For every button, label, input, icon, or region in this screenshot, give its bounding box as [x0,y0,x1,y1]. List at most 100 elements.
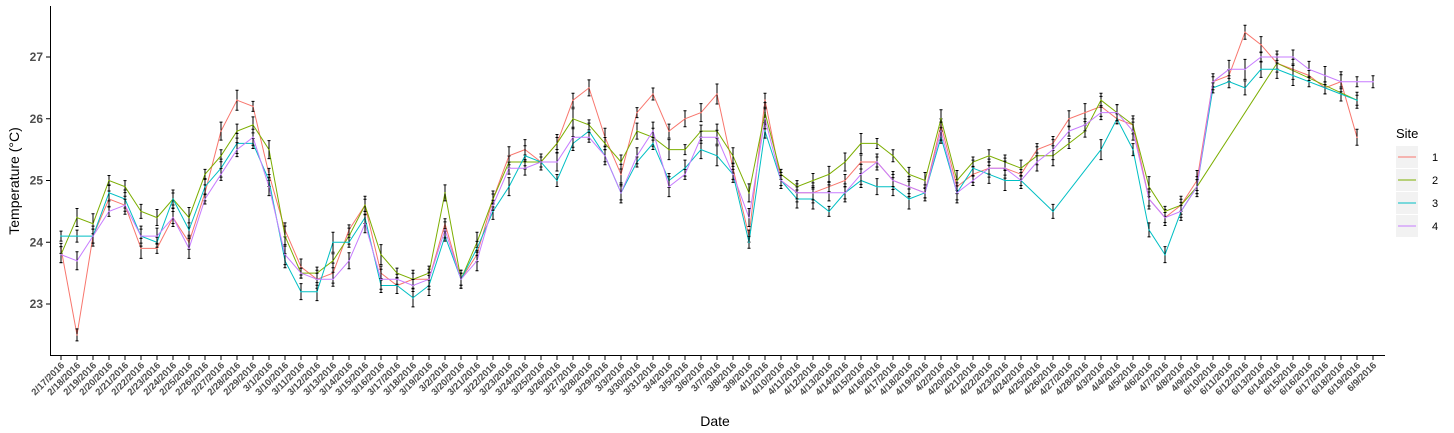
data-point [428,278,430,281]
plot-area [59,24,1375,342]
data-point [764,117,766,120]
data-point [1260,68,1262,71]
data-point [1164,216,1166,219]
data-point [876,142,878,145]
series-4 [59,49,1375,292]
data-point [188,229,190,231]
data-point [828,173,830,176]
data-point [812,192,814,194]
data-point [1356,99,1358,102]
data-point [1164,210,1166,213]
data-point [1148,185,1150,188]
data-point [1260,56,1262,58]
data-point [1244,87,1246,89]
data-point [892,155,894,157]
data-point [284,235,286,237]
series-line-2 [60,62,1358,282]
data-point [572,117,574,120]
data-point [332,241,334,244]
data-point [844,161,846,163]
data-point [604,155,606,157]
data-point [1324,87,1326,89]
data-point [108,179,110,182]
legend-key-2: 2 [1396,169,1438,191]
legend-key-3: 3 [1396,192,1438,214]
data-point [76,334,78,336]
data-point [60,253,62,256]
data-point [460,278,462,281]
data-point [876,185,878,188]
data-point [716,155,718,157]
legend-key-1: 1 [1396,146,1438,168]
data-point [652,142,654,145]
data-point [524,155,526,157]
legend-label: 1 [1432,152,1438,164]
data-point [828,192,830,194]
data-point [988,167,990,169]
data-point [572,136,574,139]
data-point [1052,210,1054,213]
data-point [1340,93,1342,95]
data-point [892,179,894,182]
data-point [444,192,446,194]
data-point [140,210,142,213]
data-point [188,247,190,250]
data-point [300,290,302,293]
data-point [220,155,222,157]
data-point [124,185,126,188]
data-point [556,179,558,182]
y-axis-ticks: 23 24 25 26 27 [30,50,50,311]
data-point [236,99,238,102]
data-point [684,173,686,176]
data-point [748,192,750,194]
data-point [1100,148,1102,151]
data-point [1132,130,1134,132]
data-point [364,204,366,206]
data-point [716,136,718,139]
data-point [412,284,414,287]
data-point [860,161,862,163]
legend-title: Site [1396,126,1418,141]
data-point [652,93,654,95]
data-point [1324,74,1326,77]
data-point [108,210,110,213]
data-point [204,185,206,188]
data-point [476,247,478,250]
data-point [748,216,750,219]
legend-label: 2 [1432,175,1438,187]
data-point [1100,99,1102,102]
data-point [1212,80,1214,83]
data-point [1068,142,1070,145]
data-point [700,111,702,114]
series-2 [59,56,1359,289]
data-point [348,259,350,262]
data-point [972,167,974,169]
data-point [732,155,734,157]
data-point [700,136,702,139]
data-point [1372,80,1374,83]
data-point [140,235,142,237]
data-point [204,198,206,200]
data-point [956,192,958,194]
data-point [1228,68,1230,71]
data-point [188,216,190,219]
data-point [1276,56,1278,58]
data-point [332,278,334,281]
data-point [92,222,94,225]
data-point [908,173,910,176]
data-point [156,216,158,219]
x-axis-title: Date [700,413,730,429]
data-point [476,259,478,262]
data-point [1132,148,1134,151]
data-point [236,148,238,151]
data-point [1356,80,1358,83]
data-point [1276,68,1278,71]
data-point [172,216,174,219]
data-point [1020,167,1022,169]
data-point [508,167,510,169]
data-point [940,117,942,120]
data-point [716,93,718,95]
data-point [956,179,958,182]
data-point [620,173,622,176]
data-point [492,204,494,206]
